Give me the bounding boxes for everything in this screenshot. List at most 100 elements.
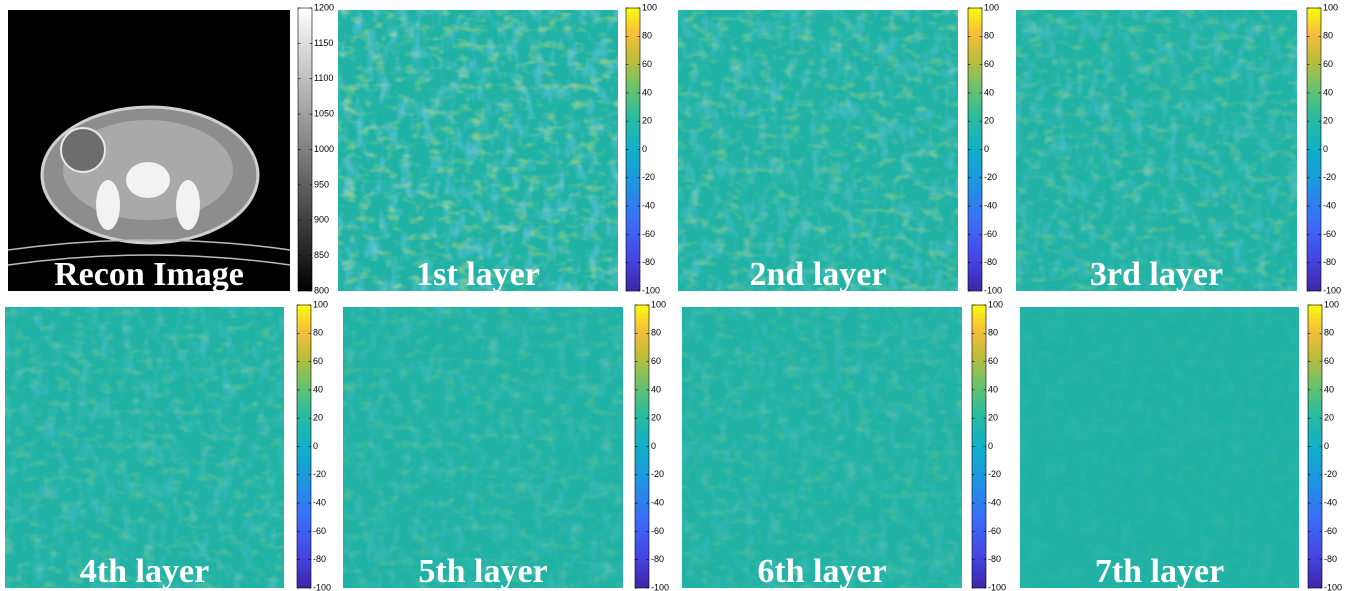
colorbar-tick-label: 100	[984, 2, 999, 12]
colorbar-tick-label: -40	[651, 497, 664, 507]
colorbar-tick-label: 80	[988, 328, 998, 338]
colorbar-tick-label: 850	[314, 250, 329, 260]
panel-label: 2nd layer	[750, 256, 887, 293]
colorbar-tick-label: -20	[313, 469, 326, 479]
colorbar-tick-label: 20	[984, 116, 994, 126]
colorbar-tick-label: -60	[1324, 526, 1337, 536]
feature-noise	[338, 10, 618, 291]
colorbar-tick-label: 1100	[314, 73, 333, 83]
colorbar-tick-label: -20	[988, 469, 1001, 479]
colorbar-tick-label: -20	[642, 172, 655, 182]
panel: 5th layer-100-80-60-40-20020406080100	[343, 299, 669, 591]
colorbar-tick-label: 1200	[314, 2, 334, 12]
colorbar-tick-label: 100	[651, 299, 666, 309]
colorbar-tick-label: 80	[313, 328, 323, 338]
colorbar-tick-label: 20	[1323, 116, 1333, 126]
colorbar-tick-label: 1050	[314, 109, 334, 119]
colorbar-tick-label: -40	[1324, 497, 1337, 507]
panel: 7th layer-100-80-60-40-20020406080100	[1020, 299, 1342, 591]
colorbar-tick-label: 60	[984, 59, 994, 69]
pelvis-right	[176, 180, 200, 230]
colorbar-tick-label: -40	[988, 497, 1001, 507]
colorbar-tick-label: 1150	[314, 38, 333, 48]
spine	[126, 162, 170, 198]
colorbar-tick-label: 0	[988, 441, 993, 451]
colorbar-tick-label: 60	[1324, 356, 1334, 366]
feature-noise	[682, 307, 962, 588]
colorbar-tick-label: -80	[642, 257, 655, 267]
colorbar-tick-label: -80	[651, 554, 664, 564]
feature-noise	[1020, 307, 1299, 588]
colorbar-tick-label: 800	[314, 285, 329, 295]
colorbar-tick-label: -100	[313, 582, 331, 591]
bowel	[61, 128, 105, 172]
colorbar-tick-label: -40	[984, 200, 997, 210]
colorbar-tick-label: 40	[642, 87, 652, 97]
colorbar-tick-label: 40	[1323, 87, 1333, 97]
panel-label: 1st layer	[416, 256, 540, 293]
feature-noise	[1016, 10, 1297, 291]
panel: 6th layer-100-80-60-40-20020406080100	[682, 299, 1006, 591]
colorbar-tick-label: -20	[1323, 172, 1336, 182]
colorbar-tick-label: 100	[1323, 2, 1338, 12]
colorbar-tick-label: -60	[988, 526, 1001, 536]
colorbar-tick-label: 80	[1324, 328, 1334, 338]
colorbar-tick-label: 60	[651, 356, 661, 366]
colorbar-tick-label: 40	[988, 384, 998, 394]
colorbar-tick-label: -100	[1324, 582, 1342, 591]
panel-label: 3rd layer	[1090, 256, 1223, 293]
colorbar-tick-label: -60	[1323, 229, 1336, 239]
colorbar-tick-label: 1000	[314, 144, 334, 154]
colorbar-tick-label: -20	[651, 469, 664, 479]
colorbar-tick-label: 100	[313, 299, 328, 309]
colorbar-tick-label: -100	[642, 285, 660, 295]
panel: 1st layer -100 -80 -60 -40 -20 0 20 40 60 80 100	[338, 2, 660, 295]
colorbar-tick-label: 0	[651, 441, 656, 451]
colorbar-tick-label: 40	[651, 384, 661, 394]
panel-label: 4th layer	[80, 553, 209, 590]
colorbar-tick-label: 20	[988, 413, 998, 423]
colorbar-tick-label: 80	[984, 31, 994, 41]
colorbar-tick-label: 60	[642, 59, 652, 69]
colorbar-tick-label: -60	[651, 526, 664, 536]
colorbar-tick-label: -100	[984, 285, 1002, 295]
colorbar-tick-label: 0	[984, 144, 989, 154]
colorbar-tick-label: 0	[313, 441, 318, 451]
colorbar-tick-label: -60	[984, 229, 997, 239]
colorbar-tick-label: -80	[988, 554, 1001, 564]
colorbar-tick-label: 60	[1323, 59, 1333, 69]
colorbar-tick-label: 80	[651, 328, 661, 338]
colorbar-tick-label: -20	[984, 172, 997, 182]
feature-noise	[678, 10, 958, 291]
colorbar-tick-label: -100	[1323, 285, 1341, 295]
colorbar-tick-label: 950	[314, 179, 329, 189]
colorbar-tick-label: 20	[1324, 413, 1334, 423]
colorbar-tick-label: 40	[1324, 384, 1334, 394]
colorbar-tick-label: 100	[642, 2, 657, 12]
colorbar-tick-label: 100	[1324, 299, 1339, 309]
colorbar-tick-label: -40	[642, 200, 655, 210]
colorbar-tick-label: -80	[1324, 554, 1337, 564]
colorbar-tick-label: -40	[1323, 200, 1336, 210]
colorbar-tick-label: 20	[642, 116, 652, 126]
colorbar-tick-label: 60	[313, 356, 323, 366]
colorbar-tick-label: -100	[651, 582, 669, 591]
colorbar-tick-label: -20	[1324, 469, 1337, 479]
colorbar-tick-label: 0	[1324, 441, 1329, 451]
colorbar-tick-label: 80	[642, 31, 652, 41]
colorbar-tick-label: 0	[642, 144, 647, 154]
colorbar-tick-label: -80	[1323, 257, 1336, 267]
colorbar-tick-label: 900	[314, 215, 329, 225]
colorbar-tick-label: 20	[651, 413, 661, 423]
colorbar-tick-label: 100	[988, 299, 1003, 309]
pelvis-left	[96, 180, 120, 230]
figure: Recon Image80085090095010001050110011501…	[0, 0, 1362, 591]
colorbar-tick-label: -80	[313, 554, 326, 564]
colorbar-tick-label: -40	[313, 497, 326, 507]
feature-noise	[343, 307, 623, 588]
colorbar-tick-label: -60	[642, 229, 655, 239]
colorbar-tick-label: -60	[313, 526, 326, 536]
